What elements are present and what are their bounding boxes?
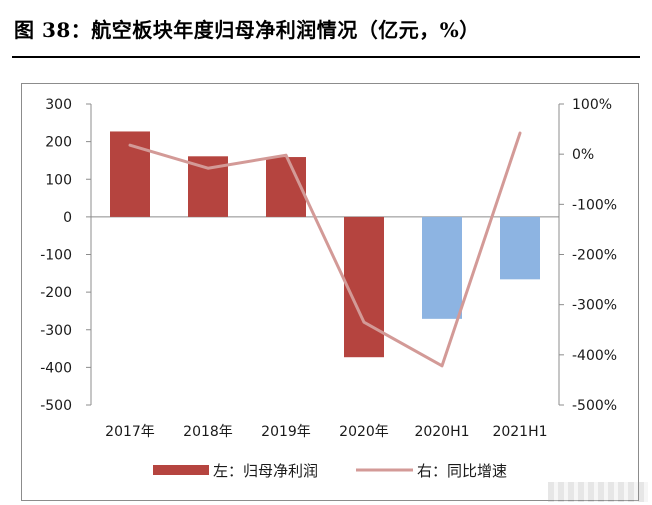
watermark-blur	[548, 482, 648, 502]
x-tick-label: 2019年	[261, 424, 311, 440]
right-tick-label: 0%	[572, 147, 594, 163]
bar-2021H1	[500, 216, 540, 280]
x-tick-label: 2021H1	[492, 424, 547, 440]
x-tick-label: 2017年	[105, 424, 155, 440]
legend-bar-swatch	[153, 465, 209, 475]
bar-2020H1	[422, 216, 462, 319]
left-tick-label: -500	[40, 398, 72, 414]
left-tick-label: -100	[40, 248, 72, 264]
x-tick-label: 2020年	[339, 424, 389, 440]
chart-title: 图 38：航空板块年度归母净利润情况（亿元，%）	[14, 18, 480, 42]
chart-canvas: 300 200 100 0 -100 -200 -300 -400 -500 100% 0% -100…	[40, 97, 617, 480]
chart-frame: 300 200 100 0 -100 -200 -300 -400 -500 100% 0% -100…	[21, 83, 639, 501]
legend-bar-label: 左：归母净利润	[213, 462, 318, 480]
right-tick-label: 100%	[572, 97, 612, 113]
left-tick-label: 300	[45, 97, 72, 113]
right-tick-label: -400%	[572, 348, 617, 364]
left-tick-label: 100	[45, 172, 72, 188]
right-tick-label: -300%	[572, 298, 617, 314]
left-tick-label: -300	[40, 323, 72, 339]
left-tick-label: 200	[45, 135, 72, 151]
right-tick-label: -100%	[572, 197, 617, 213]
title-divider	[12, 56, 640, 58]
right-tick-label: -500%	[572, 398, 617, 414]
bar-2020年	[344, 216, 384, 358]
left-tick-label: -400	[40, 360, 72, 376]
left-tick-label: 0	[63, 210, 72, 226]
legend-line-label: 右：同比增速	[417, 462, 507, 480]
x-tick-label: 2018年	[183, 424, 233, 440]
right-tick-label: -200%	[572, 248, 617, 264]
x-tick-label: 2020H1	[414, 424, 469, 440]
growth-line	[128, 131, 522, 368]
left-tick-label: -200	[40, 285, 72, 301]
